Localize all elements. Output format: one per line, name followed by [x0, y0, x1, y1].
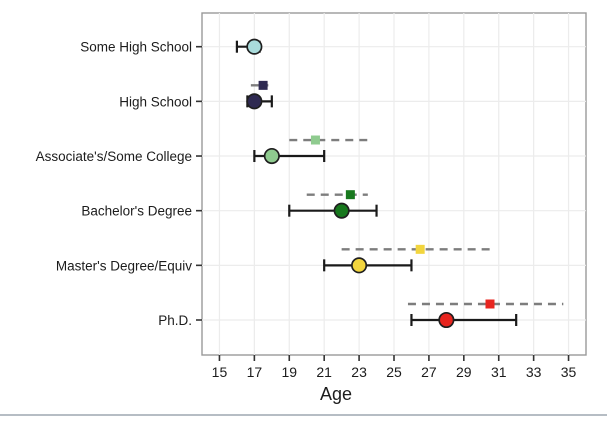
- chart-layers: 15 17 19 21 23 25 27 29 31 33 35 Some High School Hi…: [36, 12, 587, 380]
- x-tick-label: 33: [526, 364, 542, 380]
- category-label: Bachelor's Degree: [81, 204, 192, 219]
- x-tick-label: 27: [421, 364, 437, 380]
- x-axis-title: Age: [320, 384, 352, 404]
- x-tick-label: 15: [212, 364, 228, 380]
- square-marker: [258, 80, 268, 90]
- circle-marker: [333, 202, 350, 219]
- square-marker: [485, 299, 495, 309]
- category-label: Ph.D.: [158, 313, 192, 328]
- x-tick-label: 17: [247, 364, 263, 380]
- circle-marker: [246, 38, 263, 55]
- bottom-divider: [0, 414, 607, 416]
- x-tick-label: 31: [491, 364, 507, 380]
- square-marker: [345, 190, 355, 200]
- square-marker: [310, 135, 320, 145]
- x-tick-label: 19: [281, 364, 297, 380]
- x-tick-label: 21: [316, 364, 332, 380]
- x-tick-label: 25: [386, 364, 402, 380]
- circle-marker: [246, 93, 263, 110]
- circle-marker: [351, 257, 368, 274]
- square-marker: [415, 244, 425, 254]
- x-tick-label: 23: [351, 364, 367, 380]
- x-tick-label: 35: [561, 364, 577, 380]
- circle-marker: [263, 147, 280, 165]
- category-label: Some High School: [80, 40, 192, 55]
- x-tick-label: 29: [456, 364, 472, 380]
- circle-marker: [438, 311, 455, 329]
- category-label: High School: [119, 94, 192, 109]
- category-label: Associate's/Some College: [36, 149, 192, 164]
- category-label: Master's Degree/Equiv: [56, 258, 192, 273]
